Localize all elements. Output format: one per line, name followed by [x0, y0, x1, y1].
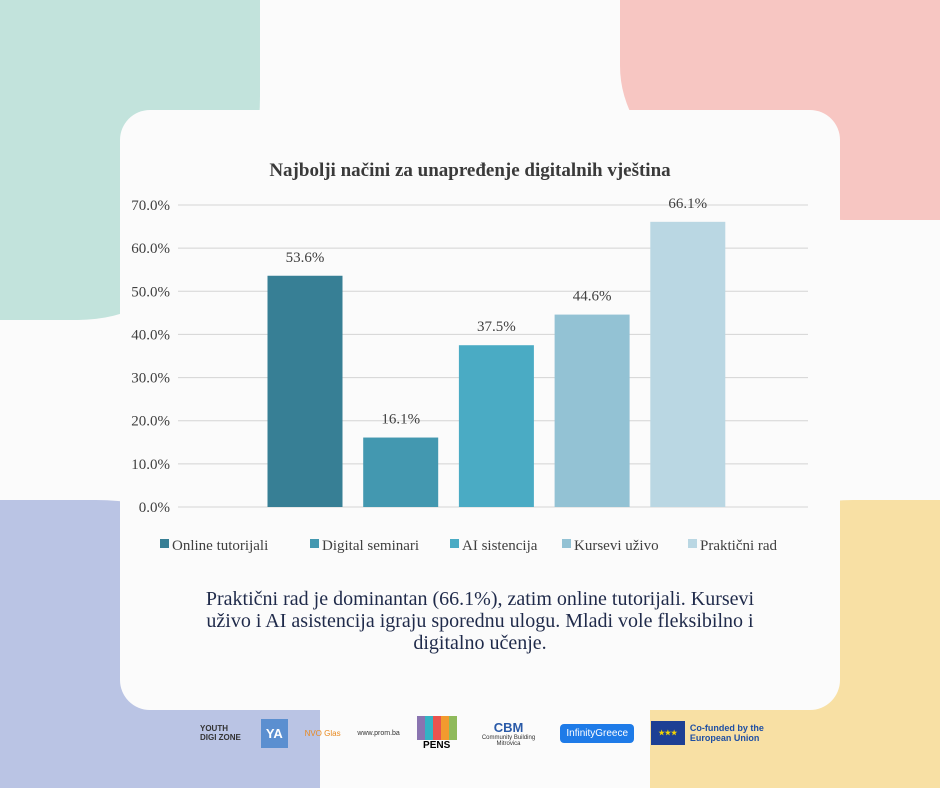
bar-2 [458, 345, 534, 507]
cbm-logo-subtitle: Community Building Mitrovica [481, 734, 536, 747]
y-tick-label: 30.0% [131, 371, 170, 387]
cbm-logo: CBM Community Building Mitrovica [474, 720, 544, 747]
legend-label: Praktični rad [700, 538, 778, 554]
y-tick-label: 0.0% [139, 500, 170, 516]
legend-swatch [310, 539, 319, 548]
legend-label: Kursevi uživo [574, 538, 659, 554]
chart-caption: Praktični rad je dominantan (66.1%), zat… [205, 588, 755, 654]
legend-swatch [688, 539, 697, 548]
legend-swatch [450, 539, 459, 548]
ya-logo: YA [260, 718, 288, 748]
data-label: 53.6% [286, 250, 325, 266]
data-label: 66.1% [668, 196, 707, 212]
legend-swatch [160, 539, 169, 548]
bar-4 [650, 221, 726, 507]
y-tick-label: 70.0% [131, 198, 170, 214]
y-tick-label: 40.0% [131, 327, 170, 343]
partner-logos: YOUTH DIGI ZONE YA NVO Glas www.prom.ba … [200, 708, 770, 758]
eu-flag-icon: ★★★ [650, 721, 685, 745]
bar-0 [267, 275, 343, 507]
y-tick-label: 50.0% [131, 284, 170, 300]
pens-logo: PENS [416, 715, 457, 751]
cbm-logo-text: CBM [493, 719, 524, 735]
pens-logo-text: PENS [423, 739, 451, 751]
legend-label: Digital seminari [322, 538, 419, 554]
eu-cofunded-text: Co-funded by the European Union [689, 723, 764, 743]
legend-label: Online tutorijali [172, 538, 268, 554]
y-tick-label: 60.0% [131, 241, 170, 257]
data-label: 16.1% [381, 412, 420, 428]
chart-title: Najbolji načini za unapređenje digitalni… [269, 160, 671, 181]
bar-1 [363, 437, 439, 507]
nvo-glas-logo: NVO Glas [304, 728, 341, 738]
y-tick-label: 10.0% [131, 457, 170, 473]
data-label: 44.6% [573, 289, 612, 305]
legend-swatch [562, 539, 571, 548]
y-tick-label: 20.0% [131, 414, 170, 430]
youth-digi-zone-logo: YOUTH DIGI ZONE [200, 724, 241, 742]
legend-label: AI sistencija [462, 538, 538, 554]
eu-cofunded-logo: ★★★ Co-funded by the European Union [650, 721, 770, 745]
bar-3 [554, 314, 630, 507]
prom-logo: www.prom.ba [357, 729, 400, 737]
data-label: 37.5% [477, 319, 516, 335]
infinity-greece-logo: InfinityGreece [560, 723, 635, 743]
